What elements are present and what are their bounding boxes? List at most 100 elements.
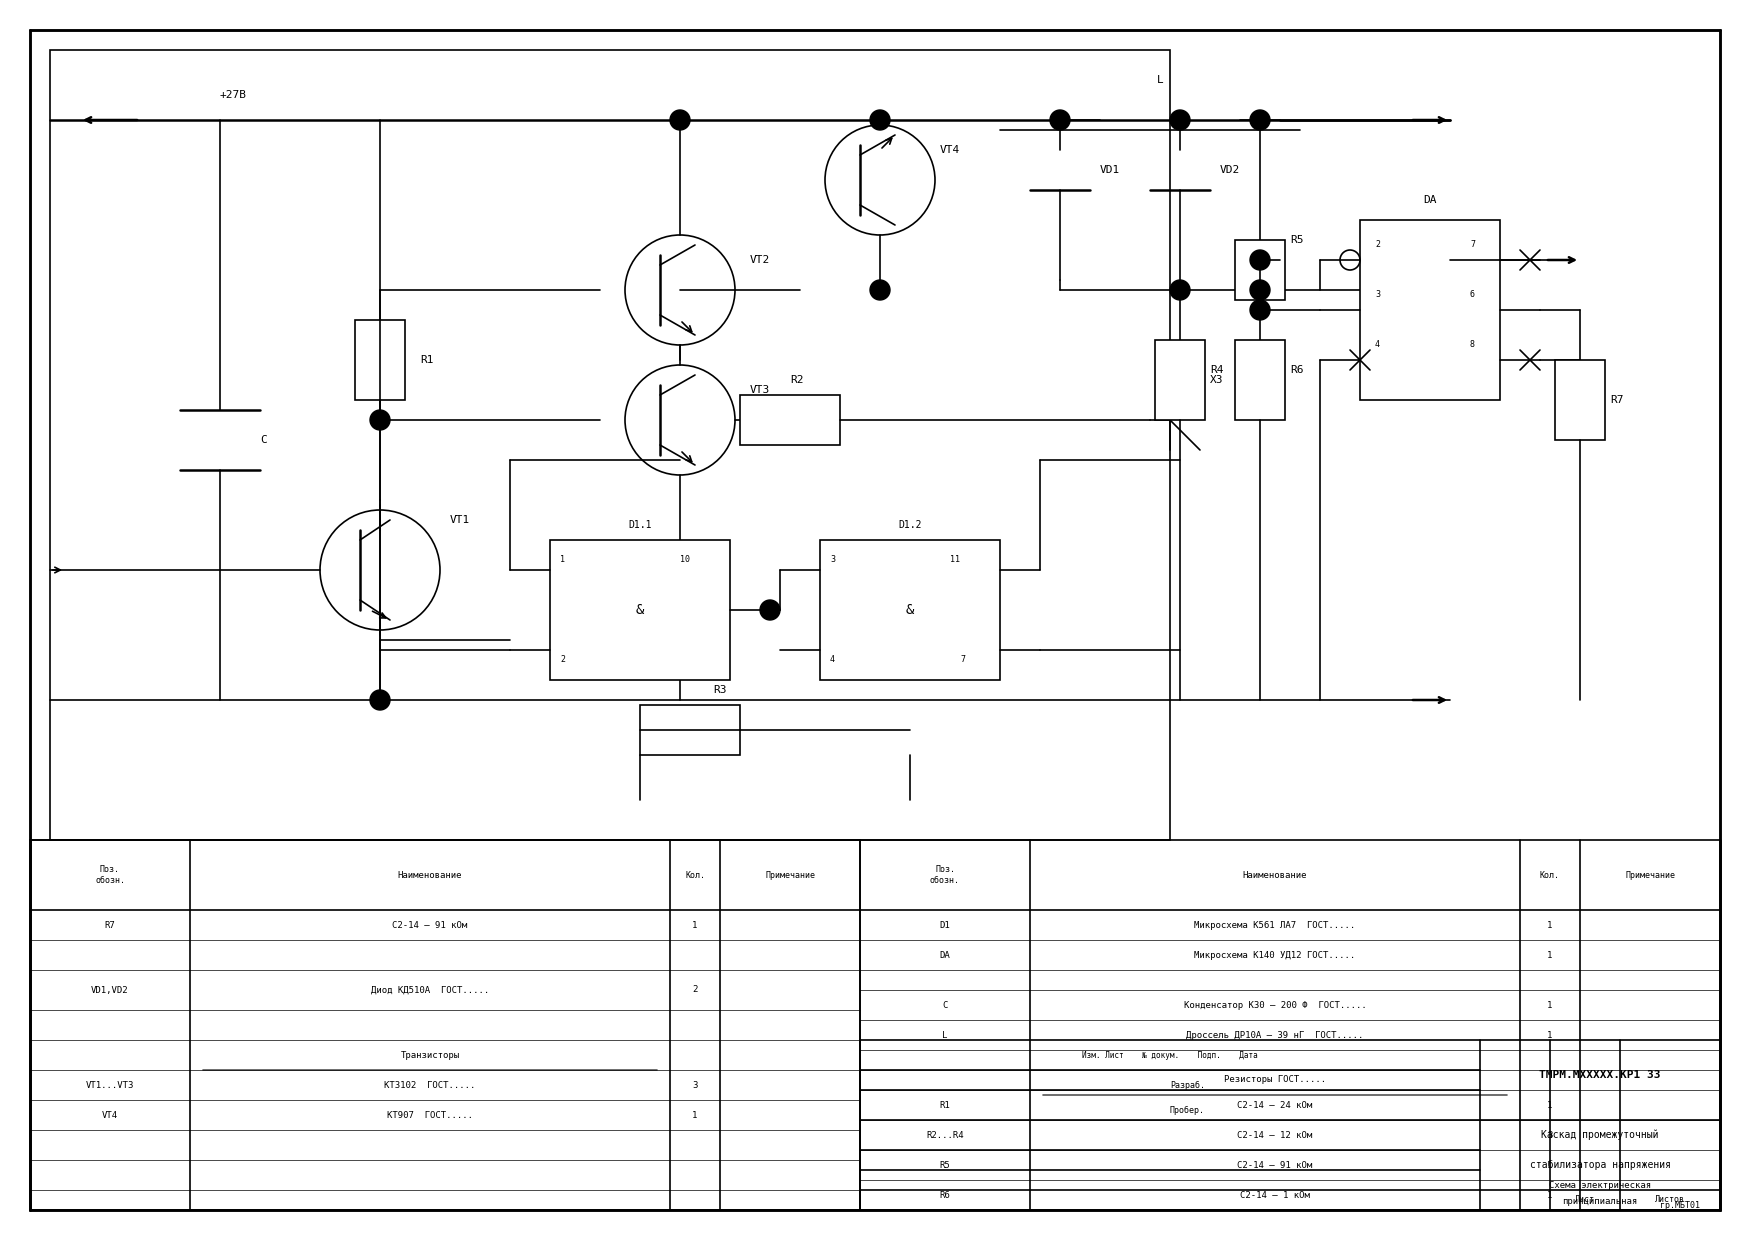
Circle shape bbox=[1170, 110, 1189, 130]
Text: Наименование: Наименование bbox=[1244, 870, 1307, 879]
Text: 1: 1 bbox=[1547, 1001, 1552, 1009]
Bar bbox=[640, 706, 740, 755]
Polygon shape bbox=[1151, 150, 1210, 190]
Text: 7: 7 bbox=[1470, 241, 1475, 249]
Text: DA: DA bbox=[1422, 195, 1437, 205]
Bar bbox=[551, 539, 730, 680]
Text: 8: 8 bbox=[1470, 341, 1475, 350]
Text: 2: 2 bbox=[560, 656, 565, 665]
Text: VT4: VT4 bbox=[102, 1111, 118, 1120]
Text: 3: 3 bbox=[1547, 1131, 1552, 1140]
Text: 3: 3 bbox=[1375, 290, 1380, 300]
Text: 1: 1 bbox=[693, 1111, 698, 1120]
Circle shape bbox=[370, 410, 389, 430]
Text: VT3: VT3 bbox=[751, 384, 770, 396]
Text: 1: 1 bbox=[1547, 920, 1552, 930]
Bar bbox=[1154, 340, 1205, 420]
Text: Наименование: Наименование bbox=[398, 870, 463, 879]
Text: VD1,VD2: VD1,VD2 bbox=[91, 986, 128, 994]
Bar bbox=[1235, 340, 1286, 420]
Text: Схема электрическая: Схема электрическая bbox=[1549, 1180, 1651, 1189]
Circle shape bbox=[759, 600, 781, 620]
Text: С2-14 – 1 кОм: С2-14 – 1 кОм bbox=[1240, 1190, 1310, 1199]
Text: Пробер.: Пробер. bbox=[1170, 1105, 1205, 1115]
Text: С2-14 – 12 кОм: С2-14 – 12 кОм bbox=[1237, 1131, 1312, 1140]
Text: R7: R7 bbox=[1610, 396, 1624, 405]
Circle shape bbox=[870, 110, 889, 130]
Text: R6: R6 bbox=[940, 1190, 951, 1199]
Text: 3: 3 bbox=[830, 556, 835, 564]
Text: &: & bbox=[905, 603, 914, 618]
Text: 1: 1 bbox=[560, 556, 565, 564]
Circle shape bbox=[1251, 280, 1270, 300]
Circle shape bbox=[370, 689, 389, 711]
Text: ΤМРМ.МХХХХХ.КР1 З3: ΤМРМ.МХХХХХ.КР1 З3 bbox=[1540, 1070, 1661, 1080]
Text: 3: 3 bbox=[693, 1080, 698, 1090]
Text: &: & bbox=[635, 603, 644, 618]
Text: С2-14 – 91 кОм: С2-14 – 91 кОм bbox=[1237, 1161, 1312, 1169]
Circle shape bbox=[1251, 250, 1270, 270]
Circle shape bbox=[1251, 300, 1270, 320]
Text: Микросхема К561 ЛА7  ГОСТ.....: Микросхема К561 ЛА7 ГОСТ..... bbox=[1194, 920, 1356, 930]
Text: VT2: VT2 bbox=[751, 255, 770, 265]
Text: 11: 11 bbox=[951, 556, 959, 564]
Text: Разраб.: Разраб. bbox=[1170, 1080, 1205, 1090]
Text: VT4: VT4 bbox=[940, 145, 959, 155]
Text: С2-14 – 91 кОм: С2-14 – 91 кОм bbox=[393, 920, 468, 930]
Text: DA: DA bbox=[940, 951, 951, 960]
Text: принципиальная: принципиальная bbox=[1563, 1198, 1638, 1207]
Text: D1.2: D1.2 bbox=[898, 520, 923, 529]
Text: C: C bbox=[942, 1001, 947, 1009]
Text: VT1...VT3: VT1...VT3 bbox=[86, 1080, 135, 1090]
Bar bbox=[740, 396, 840, 445]
Text: VT1: VT1 bbox=[451, 515, 470, 525]
Circle shape bbox=[1170, 280, 1189, 300]
Text: Примечание: Примечание bbox=[1624, 870, 1675, 879]
Text: С2-14 – 24 кОм: С2-14 – 24 кОм bbox=[1237, 1101, 1312, 1110]
Text: Кол.: Кол. bbox=[1540, 870, 1559, 879]
Bar bbox=[821, 539, 1000, 680]
Text: 4: 4 bbox=[1375, 341, 1380, 350]
Text: Диод КД510А  ГОСТ.....: Диод КД510А ГОСТ..... bbox=[370, 986, 489, 994]
Text: R2: R2 bbox=[789, 374, 803, 384]
Text: стабилизатора напряжения: стабилизатора напряжения bbox=[1529, 1159, 1670, 1171]
Circle shape bbox=[1251, 110, 1270, 130]
Text: Поз.
обозн.: Поз. обозн. bbox=[95, 866, 125, 884]
Text: Примечание: Примечание bbox=[765, 870, 816, 879]
Text: 7: 7 bbox=[959, 656, 965, 665]
Text: Изм. Лист    № докум.    Подп.    Дата: Изм. Лист № докум. Подп. Дата bbox=[1082, 1050, 1258, 1059]
Text: R7: R7 bbox=[105, 920, 116, 930]
Text: R1: R1 bbox=[419, 355, 433, 365]
Bar bbox=[1235, 241, 1286, 300]
Bar bbox=[1556, 360, 1605, 440]
Text: КТ907  ГОСТ.....: КТ907 ГОСТ..... bbox=[388, 1111, 474, 1120]
Text: X3: X3 bbox=[1210, 374, 1224, 384]
Text: R5: R5 bbox=[940, 1161, 951, 1169]
Text: Конденсатор К30 – 200 Ф  ГОСТ.....: Конденсатор К30 – 200 Ф ГОСТ..... bbox=[1184, 1001, 1366, 1009]
Bar bbox=[354, 320, 405, 401]
Text: L: L bbox=[1156, 74, 1163, 86]
Text: R2...R4: R2...R4 bbox=[926, 1131, 963, 1140]
Text: Лист: Лист bbox=[1575, 1195, 1594, 1204]
Circle shape bbox=[870, 280, 889, 300]
Bar bbox=[1359, 219, 1500, 401]
Text: Кол.: Кол. bbox=[686, 870, 705, 879]
Text: L: L bbox=[942, 1030, 947, 1039]
Text: 1: 1 bbox=[1547, 1161, 1552, 1169]
Bar bbox=[51, 50, 1170, 839]
Text: Дроссель ДР10А – 39 нГ  ГОСТ.....: Дроссель ДР10А – 39 нГ ГОСТ..... bbox=[1186, 1030, 1363, 1039]
Text: 4: 4 bbox=[830, 656, 835, 665]
Polygon shape bbox=[1030, 150, 1089, 190]
Text: C: C bbox=[260, 435, 267, 445]
Text: 2: 2 bbox=[693, 986, 698, 994]
Text: Резисторы ГОСТ.....: Резисторы ГОСТ..... bbox=[1224, 1075, 1326, 1085]
Text: Каскад промежуточный: Каскад промежуточный bbox=[1542, 1130, 1659, 1141]
Text: Транзисторы: Транзисторы bbox=[400, 1050, 460, 1059]
Text: Листов: Листов bbox=[1656, 1195, 1686, 1204]
Text: гр.МБТ01: гр.МБТ01 bbox=[1659, 1200, 1700, 1209]
Text: Поз.
обозн.: Поз. обозн. bbox=[930, 866, 959, 884]
Text: Микросхема К140 УД12 ГОСТ.....: Микросхема К140 УД12 ГОСТ..... bbox=[1194, 951, 1356, 960]
Text: 1: 1 bbox=[1547, 951, 1552, 960]
Text: VD1: VD1 bbox=[1100, 165, 1121, 175]
Text: R5: R5 bbox=[1289, 236, 1303, 246]
